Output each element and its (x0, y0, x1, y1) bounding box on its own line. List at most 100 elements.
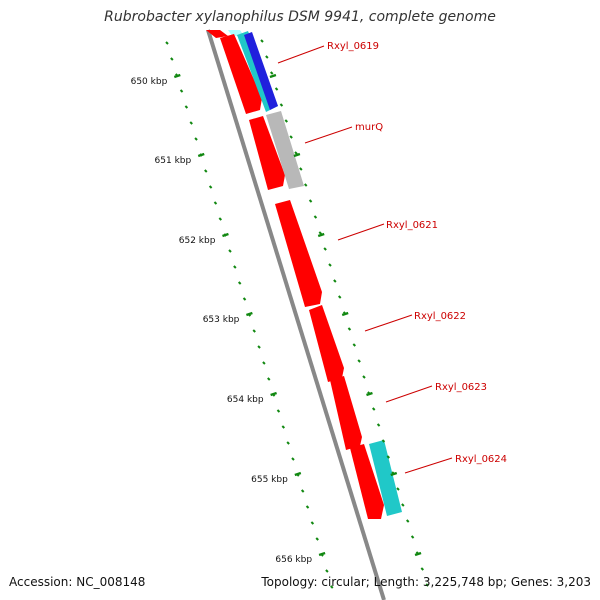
ruler-tick (274, 87, 279, 91)
ruler-tick (276, 409, 281, 413)
ruler-tick (293, 152, 301, 158)
gene-label: Rxyl_0621 (386, 220, 438, 231)
ruler-tick (386, 455, 390, 459)
ruler-tick (194, 137, 198, 141)
ruler-tick (270, 71, 274, 75)
ruler-tick (396, 487, 400, 491)
ruler-tick (245, 311, 253, 317)
ruler-label: 650 kbp (131, 77, 168, 87)
ruler-labels: 650 kbp 651 kbp 652 kbp 653 kbp 654 kbp 655 k… (131, 77, 313, 565)
ruler-tick (291, 457, 295, 461)
ruler-tick (237, 281, 242, 285)
ruler-tick (318, 551, 326, 557)
ruler-label: 656 kbp (275, 555, 312, 565)
ruler-label: 654 kbp (227, 395, 264, 405)
leader-lines (277, 45, 453, 474)
ruler-tick (289, 135, 293, 139)
ruler-tick (352, 343, 356, 347)
ruler-tick (269, 73, 277, 79)
ruler-tick (286, 441, 290, 445)
ruler-tick (317, 232, 325, 238)
ruler-tick (265, 55, 269, 59)
leader-line (337, 223, 385, 241)
gene-label: murQ (355, 122, 383, 133)
gene-label: Rxyl_0623 (435, 382, 487, 393)
gene-arrow (220, 34, 262, 114)
ruler-label: 655 kbp (251, 475, 288, 485)
ruler-tick (347, 327, 352, 331)
gene-block-blue (244, 32, 278, 110)
ruler-tick (330, 585, 334, 589)
gene-arrow-top-partial (206, 30, 228, 38)
gene-arrow (309, 305, 344, 382)
ruler-tick (362, 375, 366, 379)
ruler-tick (310, 521, 315, 525)
leader-line (304, 126, 353, 144)
ruler-tick (179, 89, 184, 93)
ruler-tick (252, 329, 256, 333)
ruler-tick (366, 391, 373, 397)
ruler-tick (173, 73, 181, 79)
ruler-tick (242, 297, 247, 301)
ruler-tick (260, 39, 264, 43)
ruler-tick (170, 57, 174, 61)
ruler-tick (270, 391, 278, 397)
ruler-tick (294, 471, 302, 477)
ruler-tick (208, 185, 213, 189)
accession-text: Accession: NC_008148 (9, 575, 146, 589)
ruler-tick (414, 551, 422, 557)
ruler-tick (313, 215, 318, 219)
ruler-tick (381, 439, 386, 443)
leader-line (385, 385, 433, 403)
ruler-tick (341, 311, 349, 317)
backbone-line (206, 29, 386, 600)
ruler-tick (284, 119, 288, 123)
ruler-tick (315, 537, 319, 541)
leader-line (277, 45, 325, 64)
gene-block-cyan (369, 440, 402, 516)
ruler-tick (228, 249, 232, 253)
ruler-ticks (165, 39, 429, 589)
ruler-tick (372, 407, 376, 411)
gene-arrow (330, 376, 362, 450)
ruler-tick (204, 169, 208, 173)
ruler-tick (262, 361, 266, 365)
ruler-tick (410, 535, 415, 539)
ruler-tick (406, 519, 410, 523)
ruler-tick (213, 201, 218, 205)
ruler-tick (267, 377, 271, 381)
ruler-tick (294, 151, 298, 155)
ruler-tick (328, 263, 332, 267)
ruler-tick (197, 152, 205, 158)
ruler-label: 652 kbp (179, 236, 216, 246)
ruler-tick (338, 295, 342, 299)
ruler-tick (425, 583, 429, 587)
gene-arrow (350, 444, 384, 519)
ruler-tick (401, 503, 405, 507)
gene-block-grey (266, 111, 304, 189)
ruler-tick (165, 41, 169, 45)
ruler-tick (281, 425, 286, 429)
ruler-tick (300, 489, 305, 493)
ruler-tick (222, 232, 229, 238)
ruler-tick (218, 217, 223, 221)
ruler-tick (304, 183, 308, 187)
leader-line (364, 314, 413, 332)
ruler-tick (233, 265, 237, 269)
leader-line (404, 457, 453, 474)
ruler-tick (308, 199, 313, 203)
gene-label: Rxyl_0624 (455, 454, 507, 465)
ruler-tick (420, 567, 424, 571)
ruler-tick (299, 167, 303, 171)
genome-summary-text: Topology: circular; Length: 3,225,748 bp… (261, 575, 591, 589)
ruler-tick (184, 105, 189, 109)
genome-title: Rubrobacter xylanophilus DSM 9941, compl… (104, 9, 496, 25)
ruler-tick (189, 121, 193, 125)
ruler-tick (279, 103, 284, 107)
ruler-tick (325, 569, 329, 573)
gene-arrow (249, 116, 285, 190)
ruler-tick (257, 345, 261, 349)
ruler-tick (305, 505, 310, 509)
